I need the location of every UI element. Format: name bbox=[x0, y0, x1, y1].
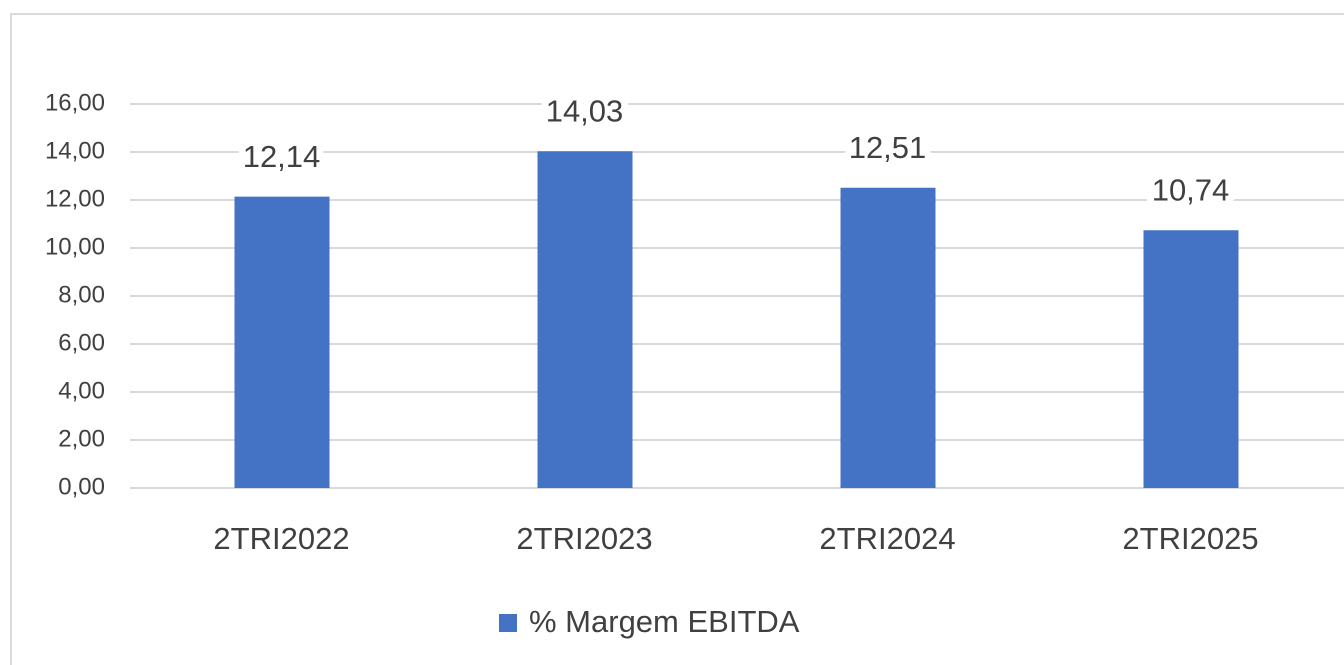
data-label: 12,14 bbox=[243, 139, 321, 174]
y-tick-label: 2,00 bbox=[58, 425, 105, 452]
x-tick-label: 2TRI2025 bbox=[1122, 521, 1258, 556]
y-tick-label: 12,00 bbox=[45, 185, 105, 212]
y-tick-label: 16,00 bbox=[45, 89, 105, 116]
bar bbox=[840, 187, 936, 488]
x-tick-label: 2TRI2022 bbox=[213, 521, 349, 556]
legend-swatch bbox=[499, 614, 517, 632]
y-tick-label: 8,00 bbox=[58, 281, 105, 308]
data-label: 14,03 bbox=[546, 93, 624, 128]
y-tick-label: 4,00 bbox=[58, 377, 105, 404]
x-tick-label: 2TRI2024 bbox=[819, 521, 955, 556]
bar bbox=[537, 151, 633, 488]
y-tick-label: 14,00 bbox=[45, 137, 105, 164]
chart-frame bbox=[10, 13, 1344, 665]
data-label: 12,51 bbox=[849, 130, 927, 165]
data-label: 10,74 bbox=[1152, 172, 1230, 207]
bar bbox=[1143, 230, 1239, 489]
y-tick-label: 0,00 bbox=[58, 473, 105, 500]
y-tick-label: 10,00 bbox=[45, 233, 105, 260]
y-tick-label: 6,00 bbox=[58, 329, 105, 356]
x-tick-label: 2TRI2023 bbox=[516, 521, 652, 556]
bar bbox=[234, 196, 330, 488]
legend-label: % Margem EBITDA bbox=[529, 604, 800, 639]
